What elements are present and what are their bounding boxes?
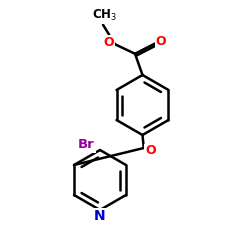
Text: N: N bbox=[94, 209, 106, 223]
Text: O: O bbox=[104, 36, 114, 50]
Text: O: O bbox=[146, 144, 156, 158]
Text: O: O bbox=[156, 35, 166, 48]
Text: Br: Br bbox=[78, 138, 94, 151]
Text: CH$_3$: CH$_3$ bbox=[92, 8, 117, 23]
